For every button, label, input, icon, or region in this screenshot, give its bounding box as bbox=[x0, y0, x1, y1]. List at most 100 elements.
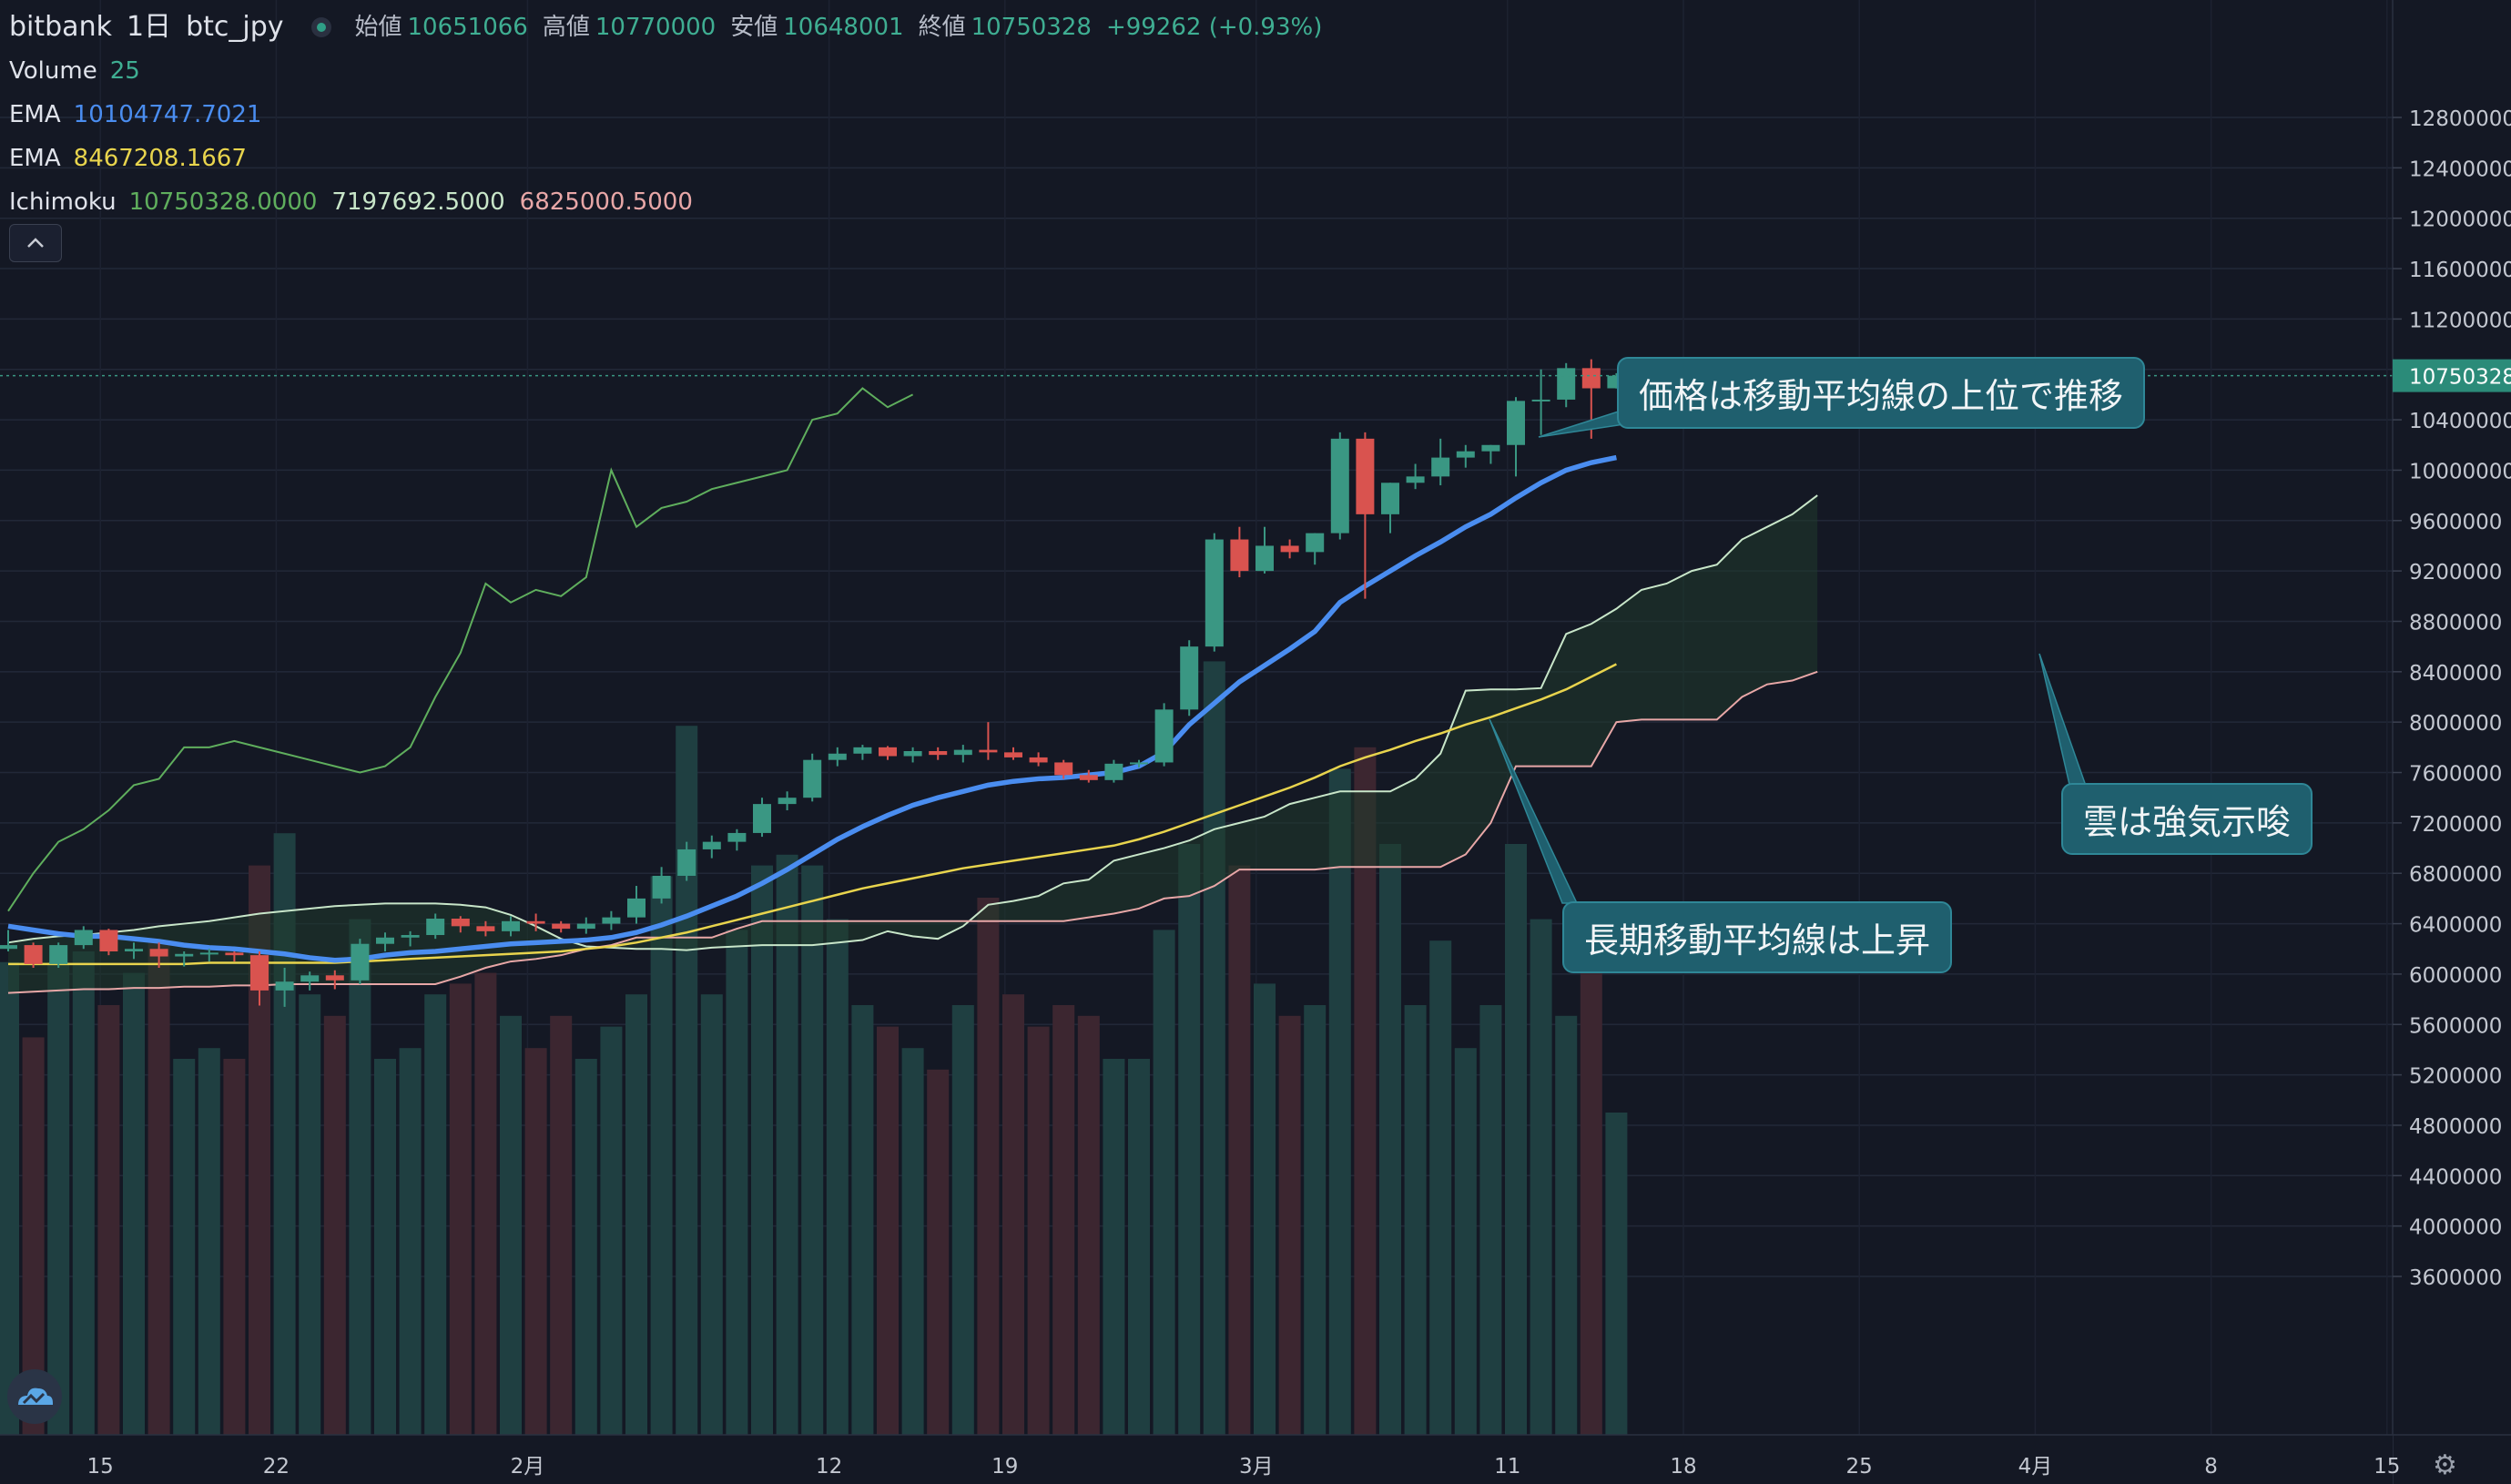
candle bbox=[979, 722, 998, 760]
volume-bar bbox=[323, 1015, 346, 1435]
time-tick-label: 12 bbox=[816, 1455, 842, 1479]
ema-slow-legend-row[interactable]: EMA 8467208.1667 bbox=[9, 137, 1337, 180]
volume-bar bbox=[650, 876, 673, 1435]
price-tick-label: 12400000 bbox=[2409, 158, 2511, 181]
candle bbox=[24, 942, 43, 968]
candle-body bbox=[125, 949, 143, 952]
volume-legend-row[interactable]: Volume 25 bbox=[9, 49, 1337, 93]
annotation-long-ma-rising: 長期移動平均線は上昇 bbox=[1562, 901, 1953, 973]
candle bbox=[125, 942, 143, 960]
candle-body bbox=[1381, 483, 1399, 514]
ichimoku-value-3: 6825000.5000 bbox=[519, 188, 693, 216]
price-tick-label: 6400000 bbox=[2409, 914, 2502, 938]
cloud-logo-icon bbox=[18, 1387, 53, 1405]
candle-body bbox=[1230, 539, 1249, 572]
volume-bar bbox=[600, 1026, 623, 1435]
time-tick-label: 11 bbox=[1494, 1455, 1520, 1479]
candle-body bbox=[99, 930, 118, 952]
price-tick-label: 12000000 bbox=[2409, 208, 2511, 232]
candle bbox=[451, 916, 470, 933]
candle-body bbox=[929, 750, 948, 756]
time-tick-label: 18 bbox=[1670, 1455, 1696, 1479]
chikou-span-line bbox=[7, 387, 914, 912]
candle bbox=[325, 970, 344, 990]
volume-bar bbox=[72, 951, 95, 1435]
volume-bar bbox=[1128, 1059, 1150, 1435]
settings-gear-icon[interactable]: ⚙ bbox=[2433, 1449, 2457, 1481]
candle bbox=[199, 949, 219, 962]
symbol-row: bitbank 1日 btc_jpy 始値 10651066 高値 10770000… bbox=[9, 5, 1337, 49]
low-label: 安値 bbox=[730, 14, 778, 41]
tradingview-logo-icon[interactable] bbox=[7, 1369, 62, 1424]
volume-bar bbox=[550, 1015, 573, 1435]
volume-bar bbox=[374, 1059, 396, 1435]
candle-body bbox=[953, 749, 972, 756]
candle bbox=[853, 745, 872, 760]
candle bbox=[753, 798, 771, 838]
volume-bar bbox=[726, 930, 748, 1435]
price-axis-background bbox=[2393, 0, 2511, 1484]
candle bbox=[74, 926, 93, 950]
candle-body bbox=[1205, 539, 1224, 647]
candle-body bbox=[476, 926, 495, 931]
ichimoku-legend-row[interactable]: Ichimoku 10750328.0000 7197692.5000 6825… bbox=[9, 180, 1337, 224]
volume-bar bbox=[1002, 994, 1024, 1435]
price-tick-label: 8000000 bbox=[2409, 712, 2502, 736]
timeframe-label[interactable]: 1日 bbox=[126, 11, 172, 43]
price-tick-label: 8400000 bbox=[2409, 662, 2502, 686]
candle bbox=[300, 971, 320, 991]
candle bbox=[175, 951, 194, 967]
price-tick-label: 9600000 bbox=[2409, 511, 2502, 534]
candle bbox=[677, 841, 696, 881]
candle-body bbox=[627, 898, 646, 918]
candle-body bbox=[1531, 399, 1550, 401]
candle bbox=[1104, 759, 1123, 783]
ema-fast-legend-row[interactable]: EMA 10104747.7021 bbox=[9, 93, 1337, 137]
collapse-legend-button[interactable] bbox=[9, 224, 62, 262]
candle-body bbox=[49, 945, 68, 964]
candle-body bbox=[1029, 757, 1048, 763]
candle bbox=[49, 942, 68, 968]
volume-bar bbox=[1052, 1005, 1075, 1435]
volume-bar bbox=[449, 983, 472, 1435]
volume-bar bbox=[927, 1069, 950, 1435]
price-tick-label: 3600000 bbox=[2409, 1266, 2502, 1290]
price-tick-label: 10000000 bbox=[2409, 460, 2511, 483]
close-value: 10750328 bbox=[971, 14, 1092, 41]
candle bbox=[627, 886, 646, 924]
volume-bar bbox=[1555, 1015, 1578, 1435]
price-axis: 12800000 12400000 12000000 11600000 11200000… bbox=[2393, 107, 2511, 1290]
candle-body bbox=[1330, 438, 1349, 534]
candle-body bbox=[351, 943, 370, 981]
volume-bar bbox=[198, 1048, 220, 1435]
volume-bar bbox=[977, 898, 1000, 1435]
candle-body bbox=[803, 759, 822, 798]
volume-bar bbox=[1530, 919, 1552, 1435]
volume-bar bbox=[1228, 865, 1251, 1435]
time-tick-label: 22 bbox=[263, 1455, 290, 1479]
volume-bar bbox=[1580, 919, 1602, 1435]
time-axis: 15 22 2月 12 19 3月 11 18 25 4月 8 15 bbox=[87, 1455, 2401, 1479]
volume-bar bbox=[524, 1048, 547, 1435]
time-tick-label: 3月 bbox=[1239, 1455, 1274, 1479]
candle bbox=[526, 913, 545, 931]
market-status-icon bbox=[310, 17, 331, 37]
volume-label: Volume bbox=[9, 57, 97, 85]
candle bbox=[576, 917, 595, 934]
candlesticks bbox=[0, 359, 1626, 1007]
annotation-cloud-bullish: 雲は強気示唆 bbox=[2061, 783, 2313, 855]
candle-body bbox=[652, 875, 671, 899]
volume-bar bbox=[1328, 768, 1351, 1435]
candle-body bbox=[853, 747, 872, 754]
open-value: 10651066 bbox=[407, 14, 528, 41]
volume-bar bbox=[1178, 844, 1201, 1435]
candle-body bbox=[325, 975, 344, 981]
candle-body bbox=[1431, 457, 1450, 477]
candle bbox=[426, 913, 445, 940]
volume-bar bbox=[1304, 1005, 1327, 1435]
candle bbox=[250, 951, 269, 1006]
change-value: +99262 (+0.93%) bbox=[1105, 14, 1323, 41]
candle-body bbox=[1356, 438, 1375, 514]
candle-body bbox=[1180, 646, 1199, 710]
